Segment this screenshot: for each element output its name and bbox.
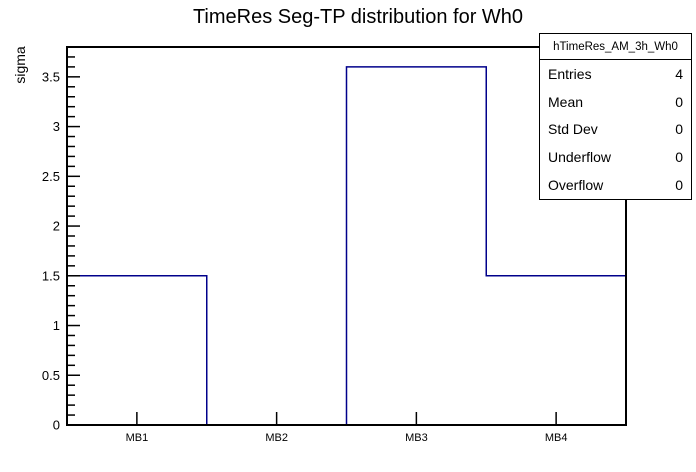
stats-row-value: 0 — [675, 177, 683, 194]
y-axis-tick-label: 0 — [53, 418, 60, 433]
stats-row-entries: Entries 4 — [540, 60, 691, 88]
plot-frame — [66, 46, 627, 426]
stats-row-underflow: Underflow 0 — [540, 143, 691, 171]
stats-row-stddev: Std Dev 0 — [540, 116, 691, 144]
y-axis-tick-label: 0.5 — [42, 368, 60, 383]
stats-rows: Entries 4 Mean 0 Std Dev 0 Underflow 0 O… — [540, 60, 691, 199]
stats-row-label: Mean — [548, 93, 584, 110]
stats-row-label: Overflow — [548, 177, 604, 194]
stats-box-title: hTimeRes_AM_3h_Wh0 — [540, 34, 691, 60]
y-axis-tick-label: 1.5 — [42, 268, 60, 283]
y-axis-tick-label: 3 — [53, 119, 60, 134]
x-axis-bin-label: MB2 — [265, 432, 288, 444]
y-axis-tick-label: 2.5 — [42, 169, 60, 184]
x-axis-bin-label: MB3 — [405, 432, 428, 444]
x-axis-bin-label: MB1 — [126, 432, 149, 444]
y-axis-tick-label: 2 — [53, 219, 60, 234]
stats-row-overflow: Overflow 0 — [540, 171, 691, 199]
y-axis-tick-label: 1 — [53, 318, 60, 333]
stats-row-value: 4 — [675, 65, 683, 82]
histogram-outline — [67, 66, 626, 426]
x-axis-bin-label: MB4 — [545, 432, 568, 444]
stats-row-value: 0 — [675, 93, 683, 110]
stats-row-label: Std Dev — [548, 121, 598, 138]
stats-row-label: Underflow — [548, 149, 612, 166]
y-axis-tick-label: 3.5 — [42, 69, 60, 84]
y-axis-title: sigma — [12, 46, 28, 84]
stats-box: hTimeRes_AM_3h_Wh0 Entries 4 Mean 0 Std … — [539, 33, 692, 200]
stats-row-value: 0 — [675, 149, 683, 166]
stats-row-label: Entries — [548, 65, 592, 82]
chart-title: TimeRes Seg-TP distribution for Wh0 — [192, 6, 524, 28]
stats-row-mean: Mean 0 — [540, 88, 691, 116]
stats-row-value: 0 — [675, 121, 683, 138]
